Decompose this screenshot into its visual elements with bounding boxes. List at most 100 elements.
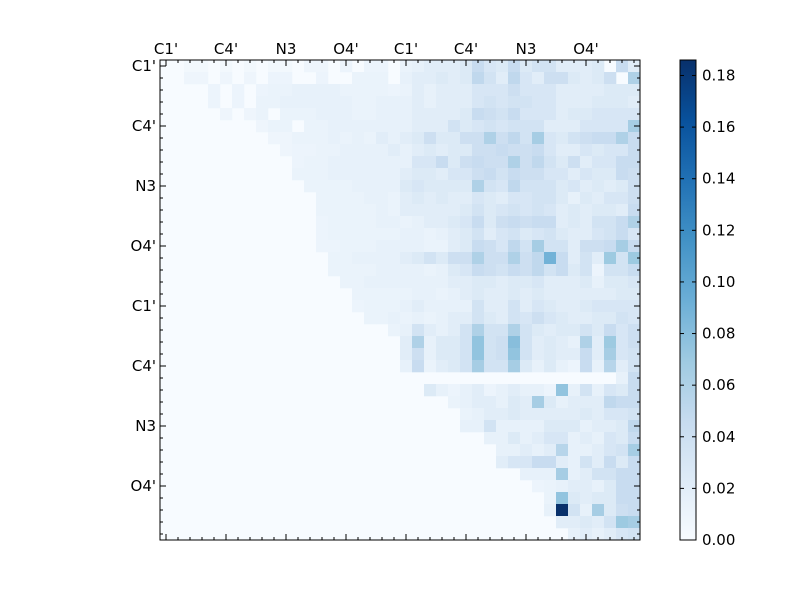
heatmap-cell (508, 252, 521, 265)
heatmap-cell (400, 336, 413, 349)
x-tick-label: C4' (454, 40, 478, 58)
heatmap-cell (424, 168, 437, 181)
heatmap-cell (400, 132, 413, 145)
y-tick-label: C1' (132, 297, 156, 315)
heatmap-cell (520, 336, 533, 349)
heatmap-cell (496, 324, 509, 337)
heatmap-cell (400, 72, 413, 85)
heatmap-cell (568, 396, 581, 409)
heatmap-cell (616, 504, 629, 517)
heatmap-cell (340, 228, 353, 241)
heatmap-cell (364, 60, 377, 73)
heatmap-cell (532, 288, 545, 301)
heatmap-cell (520, 240, 533, 253)
heatmap-cell (376, 96, 389, 109)
heatmap-cell (472, 276, 485, 289)
heatmap-cell (352, 204, 365, 217)
heatmap-cell (436, 360, 449, 373)
heatmap-cell (628, 324, 641, 337)
heatmap-cell (532, 468, 545, 481)
heatmap-cell (340, 180, 353, 193)
heatmap-cell (364, 72, 377, 85)
heatmap-cell (352, 132, 365, 145)
heatmap-cell (412, 360, 425, 373)
heatmap-cell (556, 144, 569, 157)
heatmap-cell (460, 348, 473, 361)
heatmap-cell (556, 216, 569, 229)
heatmap-cell (568, 180, 581, 193)
heatmap-cell (184, 60, 197, 73)
heatmap-cell (592, 396, 605, 409)
heatmap-cell (436, 132, 449, 145)
heatmap-cell (592, 168, 605, 181)
heatmap-cell (556, 60, 569, 73)
heatmap-cell (544, 384, 557, 397)
heatmap-cell (448, 84, 461, 97)
heatmap-cell (508, 156, 521, 169)
heatmap-cell (472, 72, 485, 85)
heatmap-cell (544, 120, 557, 133)
heatmap-cell (568, 72, 581, 85)
heatmap-cell (388, 312, 401, 325)
heatmap-cell (604, 156, 617, 169)
heatmap-cell (580, 132, 593, 145)
heatmap-cell (340, 216, 353, 229)
heatmap-cell (448, 336, 461, 349)
heatmap-cell (592, 480, 605, 493)
heatmap-cell (304, 180, 317, 193)
heatmap-cell (436, 216, 449, 229)
heatmap-cell (340, 132, 353, 145)
heatmap-cell (544, 72, 557, 85)
heatmap-cell (400, 156, 413, 169)
heatmap-cell (400, 312, 413, 325)
heatmap-cell (628, 312, 641, 325)
heatmap-cell (448, 120, 461, 133)
heatmap-cell (628, 396, 641, 409)
heatmap-cell (568, 240, 581, 253)
heatmap-cell (436, 300, 449, 313)
heatmap-cell (508, 420, 521, 433)
heatmap-cell (460, 276, 473, 289)
heatmap-cell (532, 84, 545, 97)
heatmap-cell (580, 72, 593, 85)
heatmap-cell (508, 456, 521, 469)
heatmap-cell (616, 360, 629, 373)
heatmap-cell (616, 204, 629, 217)
heatmap-cell (568, 504, 581, 517)
heatmap-cell (508, 60, 521, 73)
heatmap-cell (556, 228, 569, 241)
heatmap-cell (532, 144, 545, 157)
heatmap-cell (376, 144, 389, 157)
heatmap-cell (604, 192, 617, 205)
heatmap-cell (592, 108, 605, 121)
heatmap-cell (256, 108, 269, 121)
heatmap-cell (520, 276, 533, 289)
heatmap-cell (544, 216, 557, 229)
heatmap-cell (412, 288, 425, 301)
heatmap-cell (424, 216, 437, 229)
heatmap-cell (412, 324, 425, 337)
heatmap-cell (508, 180, 521, 193)
heatmap-cell (568, 84, 581, 97)
heatmap-cell (544, 396, 557, 409)
heatmap-cell (412, 60, 425, 73)
heatmap-cell (304, 84, 317, 97)
heatmap-cell (376, 132, 389, 145)
heatmap-cell (388, 264, 401, 277)
heatmap-cell (556, 324, 569, 337)
heatmap-cell (520, 396, 533, 409)
heatmap-cell (568, 492, 581, 505)
heatmap-cell (424, 240, 437, 253)
heatmap-cell (544, 348, 557, 361)
heatmap-cell (268, 132, 281, 145)
heatmap-cell (376, 180, 389, 193)
heatmap-cell (592, 288, 605, 301)
heatmap-cell (532, 204, 545, 217)
heatmap-cell (304, 132, 317, 145)
heatmap-cell (328, 84, 341, 97)
heatmap-cell (520, 324, 533, 337)
heatmap-cell (448, 144, 461, 157)
heatmap-cell (580, 432, 593, 445)
heatmap-cell (364, 216, 377, 229)
heatmap-cell (604, 444, 617, 457)
